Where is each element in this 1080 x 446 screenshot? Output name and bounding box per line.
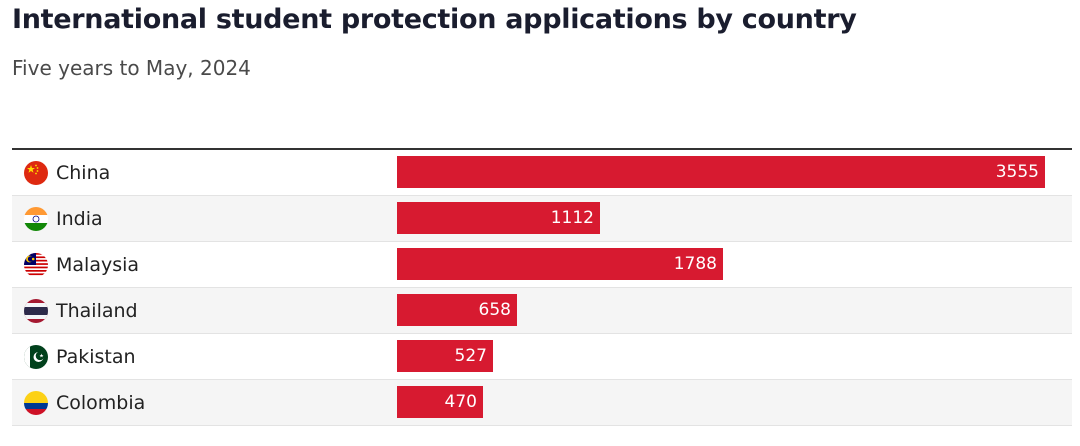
malaysia-flag-icon <box>24 253 48 277</box>
bar-row-china: China 3555 <box>12 150 1072 196</box>
colombia-flag-icon <box>24 391 48 415</box>
data-label-colombia: 470 <box>444 392 477 412</box>
data-label-india: 1112 <box>550 208 594 228</box>
bar-pakistan: 527 <box>397 340 493 372</box>
bar-row-india: India 1112 <box>12 196 1072 242</box>
thailand-flag-icon <box>24 299 48 323</box>
india-flag-icon <box>24 207 48 231</box>
category-label-malaysia: Malaysia <box>56 254 140 276</box>
bar-row-colombia: Colombia 470 <box>12 380 1072 426</box>
category-label-india: India <box>56 208 103 230</box>
bar-chart: China 3555 India 1112 Malaysia 1788 Thailand 65… <box>12 150 1072 426</box>
category-label-thailand: Thailand <box>56 300 138 322</box>
header-rule <box>12 148 1072 150</box>
category-label-colombia: Colombia <box>56 392 146 414</box>
chart-title: International student protection applica… <box>12 4 857 35</box>
china-flag-icon <box>24 161 48 185</box>
data-label-pakistan: 527 <box>454 346 487 366</box>
bar-china: 3555 <box>397 156 1045 188</box>
data-label-thailand: 658 <box>478 300 511 320</box>
pakistan-flag-icon <box>24 345 48 369</box>
bar-india: 1112 <box>397 202 600 234</box>
bar-malaysia: 1788 <box>397 248 723 280</box>
bar-row-pakistan: Pakistan 527 <box>12 334 1072 380</box>
bar-row-thailand: Thailand 658 <box>12 288 1072 334</box>
data-label-malaysia: 1788 <box>673 254 717 274</box>
data-label-china: 3555 <box>995 162 1039 182</box>
bar-row-malaysia: Malaysia 1788 <box>12 242 1072 288</box>
category-label-china: China <box>56 162 111 184</box>
chart-subtitle: Five years to May, 2024 <box>12 56 251 80</box>
bar-thailand: 658 <box>397 294 517 326</box>
category-label-pakistan: Pakistan <box>56 346 136 368</box>
bar-colombia: 470 <box>397 386 483 418</box>
